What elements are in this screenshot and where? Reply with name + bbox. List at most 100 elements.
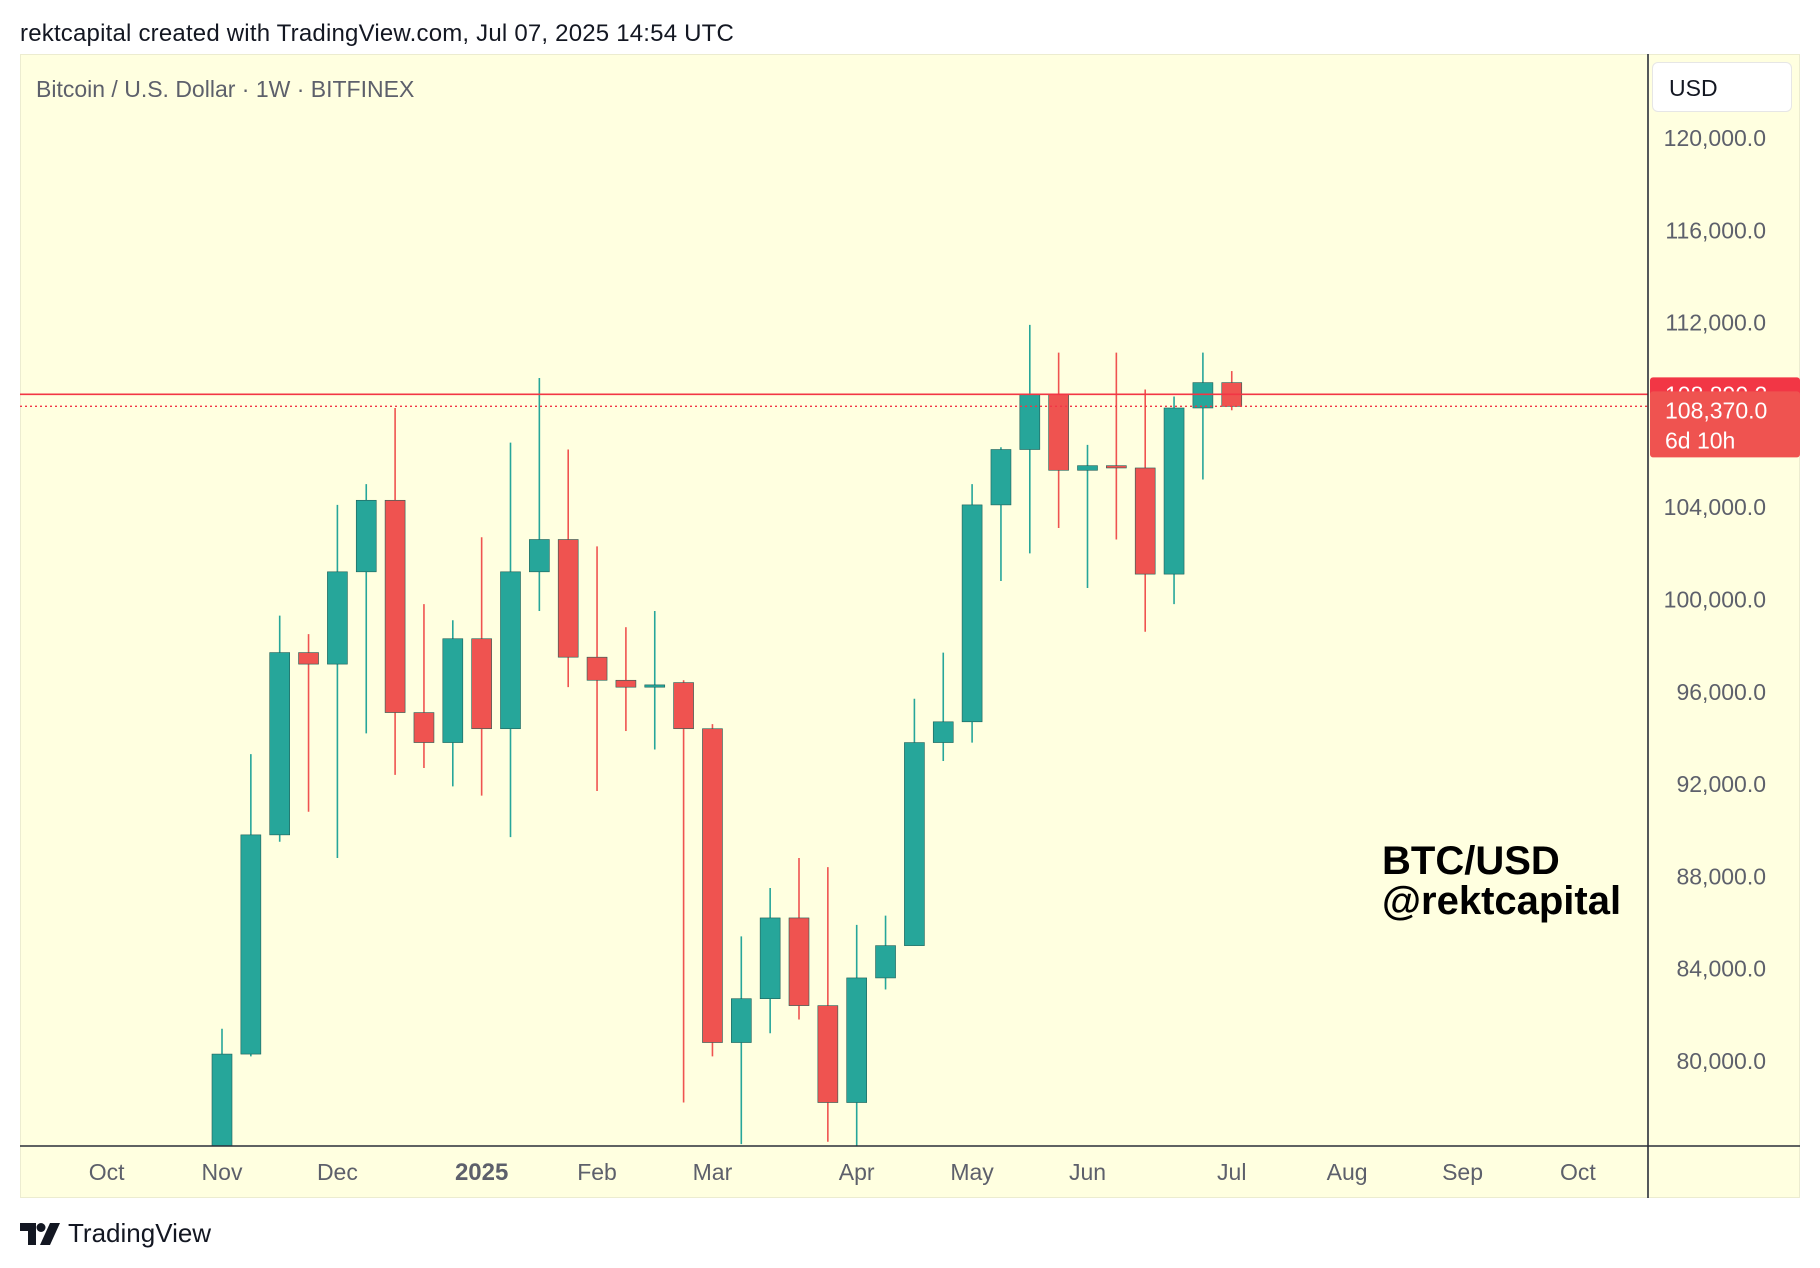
candle-body bbox=[1077, 465, 1098, 471]
x-tick-label: Apr bbox=[839, 1159, 875, 1185]
candle-body bbox=[846, 977, 868, 1103]
y-tick-label: 112,000.0 bbox=[1665, 310, 1766, 336]
candle-body bbox=[644, 684, 666, 688]
candle bbox=[730, 936, 752, 1145]
candle bbox=[471, 537, 492, 796]
candle-body bbox=[327, 571, 348, 665]
candle-body bbox=[586, 656, 608, 681]
candle bbox=[644, 611, 666, 750]
candle bbox=[500, 442, 521, 838]
candle-body bbox=[413, 712, 435, 743]
candle-body bbox=[298, 652, 319, 665]
y-tick-label: 84,000.0 bbox=[1676, 956, 1766, 982]
candle-body bbox=[355, 499, 377, 573]
candle bbox=[1192, 352, 1214, 480]
candle bbox=[1077, 444, 1098, 588]
tradingview-wordmark: TradingView bbox=[68, 1218, 212, 1248]
candle bbox=[932, 652, 954, 762]
tradingview-icon bbox=[20, 1222, 60, 1245]
candle bbox=[1106, 352, 1127, 540]
candle bbox=[788, 857, 810, 1020]
candle-body bbox=[932, 721, 954, 743]
candle bbox=[586, 546, 608, 792]
time-axis: Oct Nov Dec 2025 Feb Mar Apr May Jun Jul Aug Sep Oct bbox=[20, 1145, 1800, 1186]
candle-body bbox=[788, 917, 810, 1006]
candle bbox=[1048, 352, 1069, 528]
watermark-author: @rektcapital bbox=[1382, 879, 1621, 923]
candle-body bbox=[269, 652, 291, 836]
bar-countdown-label: 6d 10h bbox=[1665, 427, 1735, 453]
y-tick-label: 104,000.0 bbox=[1664, 494, 1766, 520]
y-tick-label: 80,000.0 bbox=[1676, 1048, 1766, 1074]
candle bbox=[961, 484, 983, 743]
candle bbox=[557, 449, 579, 688]
x-tick-label: Aug bbox=[1327, 1159, 1368, 1185]
chart-attribution: rektcapital created with TradingView.com… bbox=[20, 20, 735, 47]
chart-area[interactable] bbox=[20, 54, 1800, 1198]
x-tick-label: Feb bbox=[577, 1159, 617, 1185]
last-price-badge bbox=[1650, 391, 1800, 458]
candle-body bbox=[904, 742, 925, 946]
candle-body bbox=[730, 998, 752, 1043]
candle bbox=[875, 915, 896, 990]
x-tick-label: Oct bbox=[89, 1159, 125, 1185]
candle-body bbox=[1048, 393, 1069, 471]
candle-body bbox=[557, 539, 579, 658]
candle bbox=[759, 887, 781, 1034]
y-tick-label: 96,000.0 bbox=[1676, 679, 1766, 705]
candle-body bbox=[1192, 382, 1214, 409]
x-tick-label: Oct bbox=[1560, 1159, 1596, 1185]
candle bbox=[1019, 324, 1041, 554]
candle-body bbox=[1019, 393, 1041, 450]
symbol-title[interactable]: Bitcoin / U.S. Dollar · 1W · BITFINEX bbox=[36, 76, 415, 102]
candle-body bbox=[384, 499, 406, 713]
candle-body bbox=[1134, 467, 1156, 575]
x-tick-label: Jul bbox=[1217, 1159, 1246, 1185]
x-tick-label: Mar bbox=[693, 1159, 733, 1185]
candle bbox=[904, 698, 925, 946]
currency-button[interactable]: USD bbox=[1652, 62, 1792, 112]
candle bbox=[442, 620, 464, 787]
price-axis: 120,000.0 116,000.0 112,000.0 104,000.0 100,… bbox=[1647, 54, 1800, 1198]
candle bbox=[673, 680, 694, 1103]
y-tick-label: 100,000.0 bbox=[1664, 587, 1766, 613]
x-tick-label: May bbox=[950, 1159, 994, 1185]
x-tick-label: Nov bbox=[202, 1159, 243, 1185]
candle-body bbox=[817, 1005, 839, 1103]
tradingview-logo[interactable]: TradingView bbox=[20, 1218, 211, 1249]
candle bbox=[529, 377, 550, 612]
candle bbox=[327, 504, 348, 858]
candle bbox=[384, 407, 406, 775]
candle bbox=[990, 447, 1012, 582]
candle bbox=[702, 724, 723, 1057]
candle-body bbox=[615, 679, 637, 688]
x-tick-label: Dec bbox=[317, 1159, 358, 1185]
x-tick-label: 2025 bbox=[455, 1159, 508, 1186]
candle bbox=[211, 1028, 233, 1146]
candle-body bbox=[442, 638, 464, 743]
y-tick-label: 88,000.0 bbox=[1676, 863, 1766, 889]
y-tick-label: 92,000.0 bbox=[1676, 771, 1766, 797]
x-tick-label: Jun bbox=[1069, 1159, 1106, 1185]
candle-body bbox=[759, 917, 781, 999]
x-tick-label: Sep bbox=[1442, 1159, 1483, 1185]
candle bbox=[298, 634, 319, 812]
candle bbox=[817, 867, 839, 1142]
candle-body bbox=[211, 1053, 233, 1146]
price-lines-group bbox=[20, 393, 1648, 408]
candle bbox=[846, 924, 868, 1146]
candle bbox=[269, 615, 291, 842]
candle bbox=[355, 484, 377, 734]
candle bbox=[1134, 389, 1156, 632]
candle bbox=[1163, 396, 1185, 605]
y-tick-label: 120,000.0 bbox=[1664, 125, 1766, 151]
watermark-pair: BTC/USD bbox=[1382, 839, 1560, 883]
candle-body bbox=[471, 638, 492, 730]
candle-body bbox=[1163, 407, 1185, 575]
candle-body bbox=[529, 539, 550, 573]
candle-body bbox=[875, 945, 896, 979]
candle-body bbox=[1106, 465, 1127, 469]
candle-body bbox=[702, 728, 723, 1043]
candle-body bbox=[240, 834, 262, 1055]
